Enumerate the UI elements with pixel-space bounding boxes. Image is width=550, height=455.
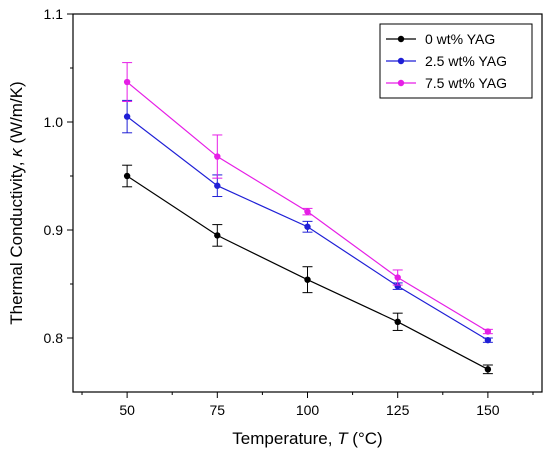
y-tick-label: 0.9 bbox=[44, 222, 64, 238]
data-point bbox=[484, 366, 492, 373]
data-point bbox=[484, 336, 492, 344]
data-point bbox=[123, 172, 131, 180]
legend: 0 wt% YAG 2.5 wt% YAG 7.5 wt% YAG bbox=[379, 23, 533, 99]
y-axis-title-variable: κ bbox=[7, 147, 26, 157]
legend-swatch-marker bbox=[397, 35, 405, 43]
data-point bbox=[304, 276, 311, 283]
data-point bbox=[394, 318, 401, 325]
data-point bbox=[394, 282, 401, 290]
x-axis-title-unit: (°C) bbox=[348, 429, 383, 448]
data-point bbox=[484, 328, 492, 335]
legend-label: 2.5 wt% YAG bbox=[425, 53, 507, 69]
data-point bbox=[214, 232, 221, 239]
y-axis-title: Thermal Conductivity, κ (W/m/K) bbox=[7, 81, 26, 324]
x-tick-label: 150 bbox=[476, 402, 500, 418]
series-3 bbox=[122, 62, 493, 335]
x-axis-title: Temperature, T (°C) bbox=[232, 429, 382, 448]
legend-swatch-marker bbox=[397, 79, 405, 87]
data-point bbox=[214, 153, 221, 160]
data-point bbox=[304, 208, 311, 215]
y-axis-title-unit: (W/m/K) bbox=[7, 81, 26, 148]
y-tick-label: 0.8 bbox=[44, 330, 64, 346]
y-axis-title-text: Thermal Conductivity, bbox=[7, 157, 26, 325]
data-point bbox=[123, 113, 131, 120]
series-2 bbox=[122, 99, 493, 344]
x-axis-title-text: Temperature, bbox=[232, 429, 337, 448]
data-point bbox=[214, 182, 221, 189]
data-point bbox=[123, 78, 131, 86]
x-tick-label: 125 bbox=[386, 402, 410, 418]
legend-label: 7.5 wt% YAG bbox=[425, 75, 507, 91]
y-tick-label: 1.0 bbox=[44, 114, 64, 130]
y-tick-label: 1.1 bbox=[44, 6, 64, 22]
plot-layer: 50 75 100 125 150 0.8 0.9 1.0 1.1 0 wt% YAG 2.5 wt… bbox=[44, 6, 543, 418]
legend-label: 0 wt% YAG bbox=[425, 31, 495, 47]
legend-swatch-marker bbox=[397, 57, 405, 65]
x-tick-label: 75 bbox=[210, 402, 226, 418]
series-line bbox=[126, 81, 489, 333]
x-tick-label: 100 bbox=[296, 402, 320, 418]
x-axis-title-variable: T bbox=[337, 429, 349, 448]
data-point bbox=[304, 223, 311, 230]
data-point bbox=[394, 274, 401, 281]
x-tick-label: 50 bbox=[119, 402, 135, 418]
series-1 bbox=[122, 164, 493, 375]
